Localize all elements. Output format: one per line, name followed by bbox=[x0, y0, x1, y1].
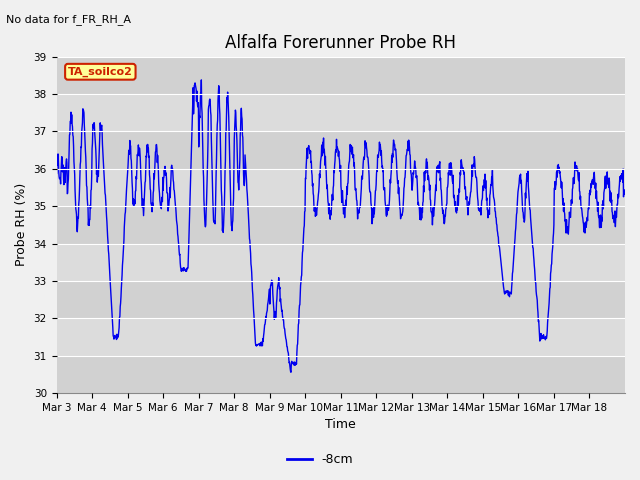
Bar bbox=[56, 206, 625, 243]
Y-axis label: Probe RH (%): Probe RH (%) bbox=[15, 183, 28, 266]
Text: No data for f_FR_RH_A: No data for f_FR_RH_A bbox=[6, 14, 131, 25]
Title: Alfalfa Forerunner Probe RH: Alfalfa Forerunner Probe RH bbox=[225, 34, 456, 52]
Bar bbox=[56, 281, 625, 318]
Bar bbox=[56, 132, 625, 169]
Legend: -8cm: -8cm bbox=[282, 448, 358, 471]
Bar bbox=[56, 356, 625, 393]
Bar bbox=[56, 57, 625, 94]
X-axis label: Time: Time bbox=[325, 419, 356, 432]
Text: TA_soilco2: TA_soilco2 bbox=[68, 67, 132, 77]
